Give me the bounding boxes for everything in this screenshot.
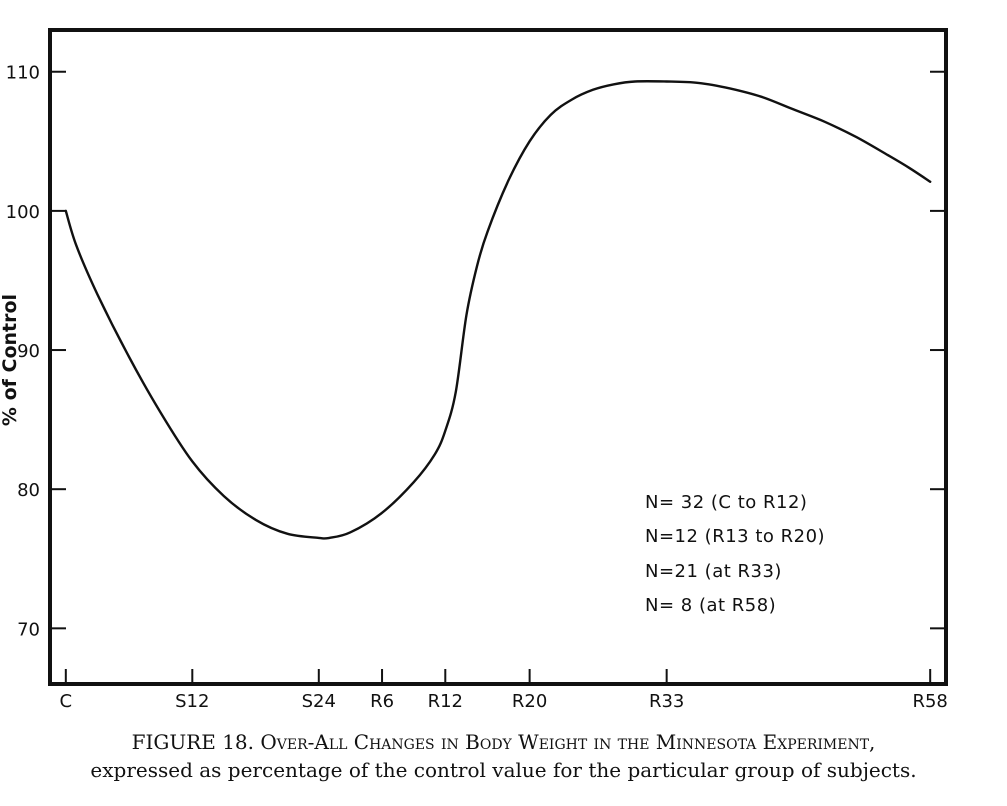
y-axis-label: % of Control (0, 294, 21, 426)
chart: 70 80 90 100 110 C S12 S24 R6 R12 R20 R33 R58 % of … (0, 28, 948, 712)
y-tick-label: 110 (6, 63, 40, 84)
x-tick-label: R6 (370, 691, 394, 712)
x-tick-label: C (60, 691, 73, 712)
x-axis: C S12 S24 R6 R12 R20 R33 R58 (60, 669, 948, 712)
caption-title: Over-All Changes in Body Weight in the M… (260, 730, 876, 754)
y-tick-label: 70 (17, 619, 40, 640)
x-tick-label: S24 (302, 691, 336, 712)
x-tick-label: R33 (649, 691, 684, 712)
y-tick-label: 80 (17, 480, 40, 501)
annotation-n-2: N=12 (R13 to R20) (645, 526, 825, 547)
y-tick-label: 90 (17, 341, 40, 362)
annotation-n-1: N= 32 (C to R12) (645, 492, 807, 513)
x-tick-label: R20 (512, 691, 547, 712)
annotation-n-4: N= 8 (at R58) (645, 595, 776, 616)
plot-frame (48, 28, 948, 686)
x-tick-label: R12 (428, 691, 463, 712)
figure-caption: FIGURE 18. Over-All Changes in Body Weig… (0, 728, 1007, 784)
annotation-block: N= 32 (C to R12) N=12 (R13 to R20) N=21 … (645, 492, 825, 616)
y-axis: 70 80 90 100 110 (6, 63, 946, 640)
x-tick-label: R58 (912, 691, 947, 712)
y-tick-label: 100 (6, 202, 40, 223)
caption-lead: FIGURE 18. (131, 730, 254, 754)
series-line (64, 80, 932, 540)
x-tick-label: S12 (175, 691, 209, 712)
caption-line-2: expressed as percentage of the control v… (90, 758, 917, 782)
caption-line-1: FIGURE 18. Over-All Changes in Body Weig… (0, 728, 1007, 756)
annotation-n-3: N=21 (at R33) (645, 561, 782, 582)
